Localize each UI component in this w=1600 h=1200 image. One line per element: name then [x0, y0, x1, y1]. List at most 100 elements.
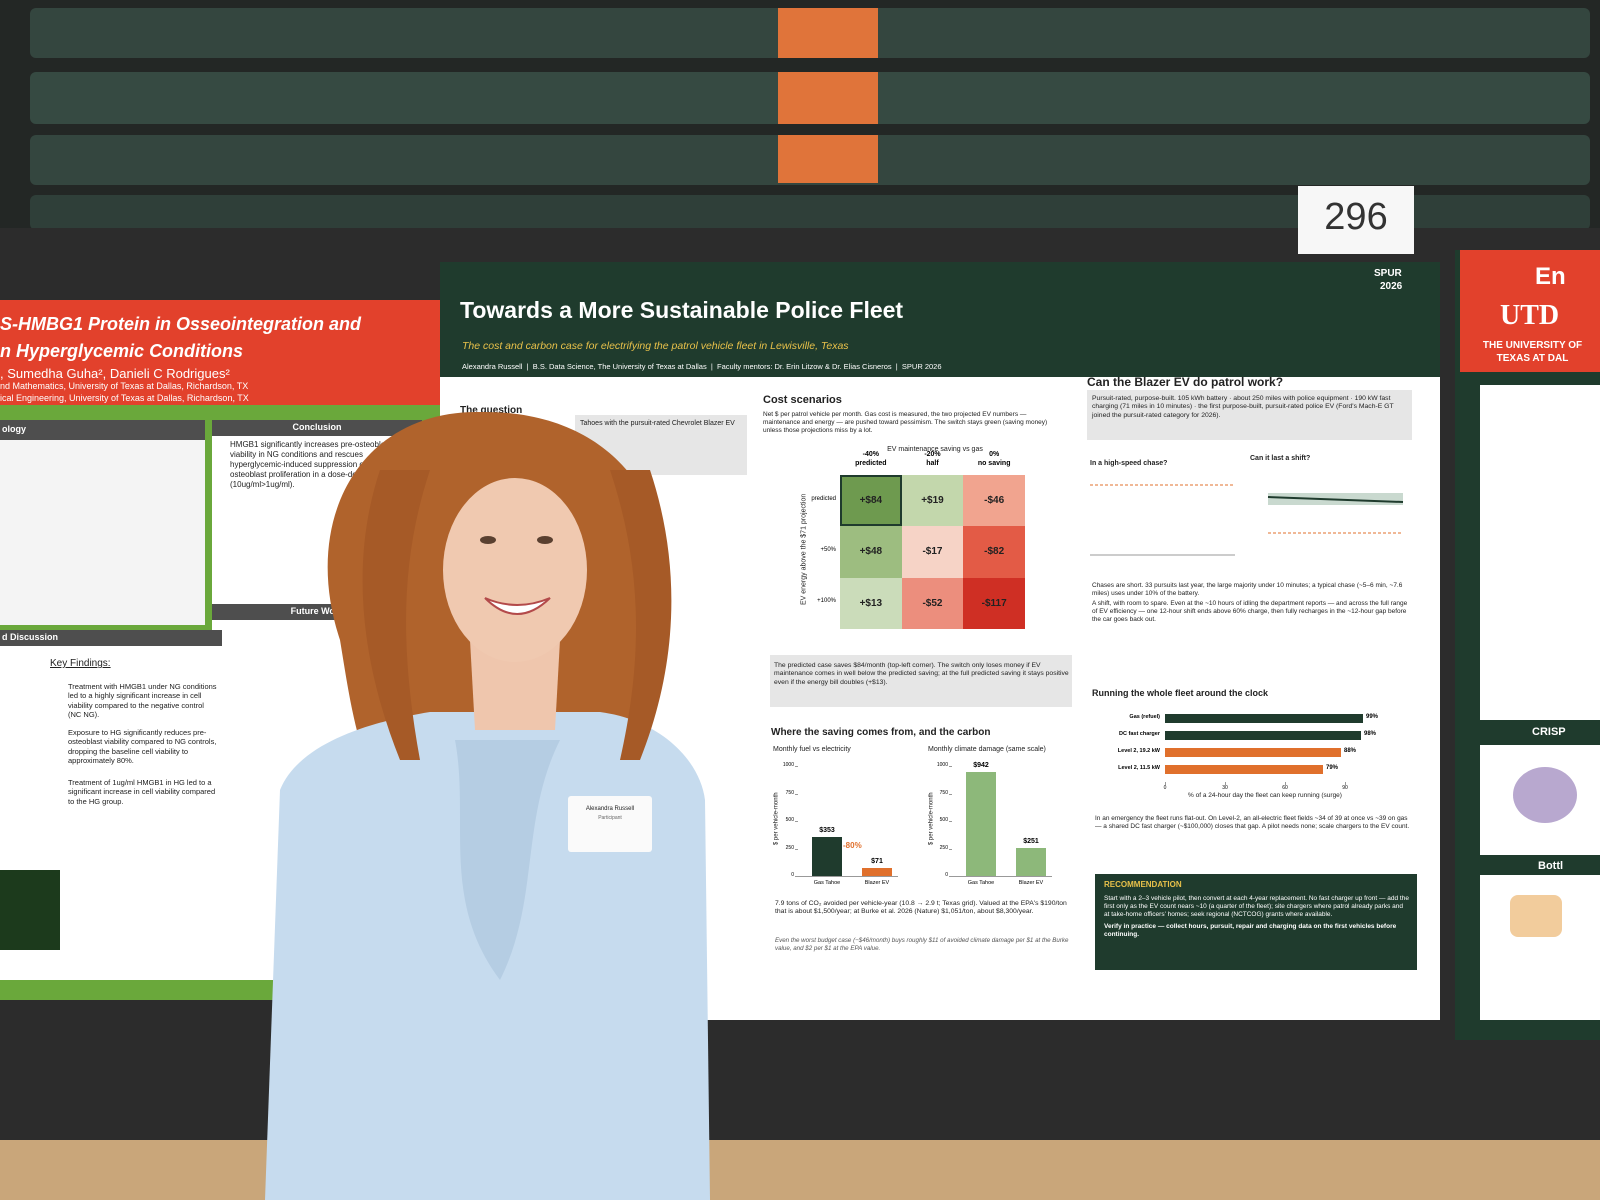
right-diagram	[1513, 767, 1577, 823]
neck	[470, 640, 560, 730]
bar	[862, 868, 892, 876]
left-section-bar	[212, 420, 422, 436]
column-header: 0%	[989, 451, 1000, 458]
x-tick-label: Gas Tahoe	[967, 880, 995, 886]
x-tick-label: 0	[1163, 785, 1167, 791]
callout-box	[1087, 390, 1412, 440]
badge-name: Alexandra Russell	[585, 806, 635, 812]
section-note: Net $ per patrol vehicle per month. Gas …	[763, 411, 1048, 435]
heatmap-cell: -$17	[901, 526, 964, 578]
y-tick-label: 500	[785, 817, 794, 823]
y-tick-label: 750	[785, 789, 794, 796]
value-label: $251	[1023, 838, 1039, 846]
ruffle	[455, 740, 560, 980]
heatmap-col-axis: EV maintenance saving vs gas	[887, 446, 983, 453]
seat-row	[30, 195, 1590, 230]
eye	[480, 536, 496, 544]
right-diagram	[1510, 895, 1562, 937]
orange-seat	[778, 8, 878, 58]
heatmap-cell: +$84	[840, 475, 902, 527]
left-title: S-HMBG1 Protein in Osseointegration and	[0, 314, 362, 334]
booth-sign	[1298, 186, 1414, 254]
tick-mark	[949, 766, 952, 767]
value-label: $942	[973, 762, 989, 770]
bar-label: Level 2, 19.2 kW	[1117, 748, 1160, 754]
left-key-findings: Key Findings:	[50, 658, 111, 669]
section-heading: Cost scenarios	[763, 394, 842, 406]
x-tick-label: 30	[1222, 785, 1228, 791]
y-tick-label: 250	[939, 844, 948, 851]
caption-box	[770, 655, 1072, 707]
bar	[966, 772, 996, 876]
orange-seat	[778, 72, 878, 124]
bar-label: Gas (refuel)	[1129, 714, 1160, 720]
axis	[798, 876, 898, 877]
bar	[1165, 765, 1323, 774]
left-finding: Treatment with HMGB1 under NG conditions…	[68, 682, 217, 720]
value-label: $353	[819, 827, 835, 835]
tick-mark	[949, 793, 952, 795]
left-title: n Hyperglycemic Conditions	[0, 341, 244, 361]
poster-subtitle: The cost and carbon case for electrifyin…	[462, 340, 849, 352]
value-label: 98%	[1364, 731, 1377, 737]
value-label: 79%	[1326, 765, 1339, 771]
fuel-chart: 0 250 500 750 1000 $353 Gas Tahoe $71 Blazer EV	[783, 762, 898, 886]
left-affiliation: ical Engineering, University of Texas at…	[0, 393, 249, 403]
heatmap-cell: -$46	[963, 475, 1025, 527]
bar	[1165, 714, 1363, 723]
hair-curl	[610, 470, 672, 760]
fleet-note: In an emergency the fleet runs flat-out.…	[1095, 815, 1410, 831]
bar	[1016, 848, 1046, 876]
section-heading: Running the whole fleet around the clock	[1092, 688, 1269, 698]
face	[443, 478, 587, 662]
x-tick-label: Blazer EV	[1018, 880, 1044, 886]
section-heading: The question	[460, 405, 523, 416]
left-finding: Exposure to HG significantly reduces pre…	[68, 728, 217, 766]
tick-mark	[949, 821, 952, 822]
heatmap-cell: -$52	[901, 577, 964, 629]
shift-note: A shift, with room to spare. Even at the…	[1092, 600, 1408, 624]
poster-badge: SPUR	[1374, 268, 1402, 279]
recommendation-heading: RECOMMENDATION	[1104, 880, 1182, 889]
fleet-chart: Gas (refuel) 99% DC fast charger 98% Level 2…	[1095, 714, 1395, 804]
left-micrograph	[0, 870, 60, 950]
tick-mark	[949, 876, 952, 877]
row-label: predicted	[811, 495, 836, 502]
x-tick-label: 60	[1282, 785, 1288, 791]
value-label: 88%	[1344, 748, 1357, 754]
badge-role: Participant	[598, 815, 622, 821]
left-section: Conclusion	[292, 422, 342, 432]
y-tick-label: 750	[939, 789, 948, 796]
eye	[537, 536, 553, 544]
heatmap-cell: -$117	[963, 577, 1025, 629]
x-tick-label: Gas Tahoe	[813, 880, 841, 886]
left-section: d Discussion	[2, 632, 59, 642]
left-affiliation: nd Mathematics, University of Texas at D…	[0, 381, 249, 391]
left-section: Future Work	[290, 606, 344, 616]
column-header: half	[926, 460, 939, 467]
right-university: THE UNIVERSITY OF TEXAS AT DAL	[1482, 340, 1583, 364]
booth-number: 296	[1324, 196, 1388, 238]
heatmap-caption: The predicted case saves $84/month (top-…	[774, 662, 1069, 686]
name-badge: Alexandra Russell Participant	[568, 796, 652, 852]
change-label: -80%	[843, 841, 862, 850]
heatmap-cell: +$13	[840, 577, 902, 629]
left-section-bar	[0, 420, 205, 440]
right-section: Bottl	[1538, 860, 1564, 872]
section-heading: Where the saving comes from, and the car…	[771, 727, 991, 738]
left-section: ology	[2, 424, 26, 434]
recommendation-box	[1095, 874, 1417, 970]
orange-seat	[778, 135, 878, 183]
column-header: no saving	[977, 460, 1011, 467]
right-panel	[1480, 385, 1600, 720]
row-label: +50%	[820, 547, 836, 553]
x-tick-label: 90	[1342, 785, 1348, 791]
tick-mark	[1345, 782, 1346, 785]
chart-title: Monthly climate damage (same scale)	[928, 746, 1046, 753]
carbon-note: 7.9 tons of CO₂ avoided per vehicle-year…	[775, 900, 1067, 916]
left-poster-header	[0, 300, 440, 405]
question-text: Tahoes with the pursuit-rated Chevrolet …	[580, 420, 735, 427]
